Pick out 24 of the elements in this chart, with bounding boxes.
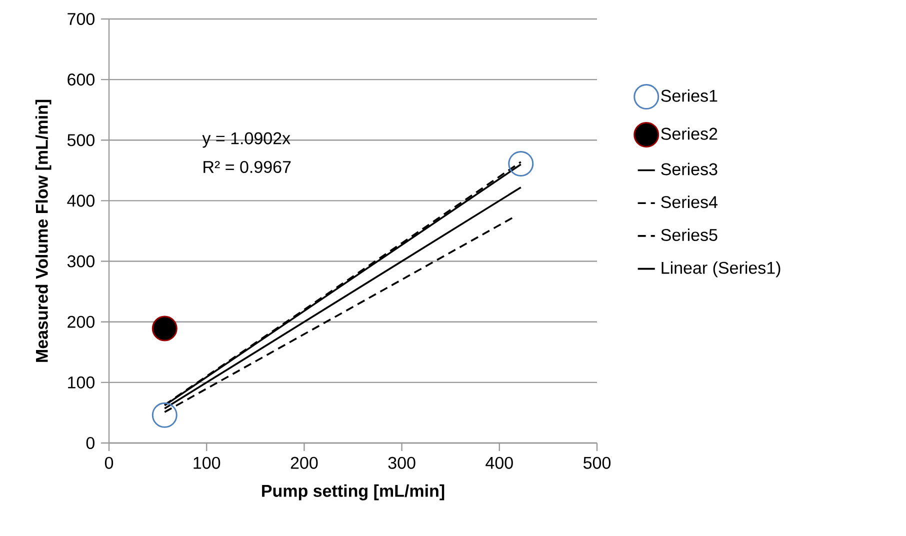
x-tick-label: 400 bbox=[486, 456, 513, 469]
y-tick-label: 100 bbox=[68, 376, 94, 388]
x-tick-label: 0 bbox=[104, 456, 114, 469]
y-tick-label: 200 bbox=[68, 316, 94, 328]
legend-label: Series4 bbox=[661, 196, 718, 208]
y-tick-label: 400 bbox=[67, 194, 94, 207]
y-axis-title: Measured Volume Flow [mL/min] bbox=[35, 100, 52, 362]
legend-label: Series5 bbox=[661, 228, 718, 242]
legend-label: Series2 bbox=[661, 127, 718, 140]
y-tick-label: 0 bbox=[86, 436, 94, 450]
y-tick-label: 700 bbox=[68, 12, 94, 26]
legend-label: Series3 bbox=[661, 162, 718, 176]
x-tick-label: 300 bbox=[388, 456, 416, 469]
annotation: y = 1.0902x bbox=[202, 132, 290, 148]
x-tick-label: 100 bbox=[194, 456, 220, 469]
x-tick-label: 200 bbox=[290, 456, 318, 469]
y-tick-label: 600 bbox=[68, 74, 94, 86]
y-tick-label: 300 bbox=[67, 255, 94, 268]
legend-label: Linear (Series1) bbox=[662, 261, 780, 278]
x-axis-title: Pump setting [mL/min] bbox=[262, 484, 444, 500]
legend-label: Series1 bbox=[661, 89, 718, 102]
x-tick-label: 500 bbox=[583, 456, 611, 469]
annotation: R² = 0.9967 bbox=[204, 160, 291, 174]
y-tick-label: 500 bbox=[67, 134, 94, 146]
